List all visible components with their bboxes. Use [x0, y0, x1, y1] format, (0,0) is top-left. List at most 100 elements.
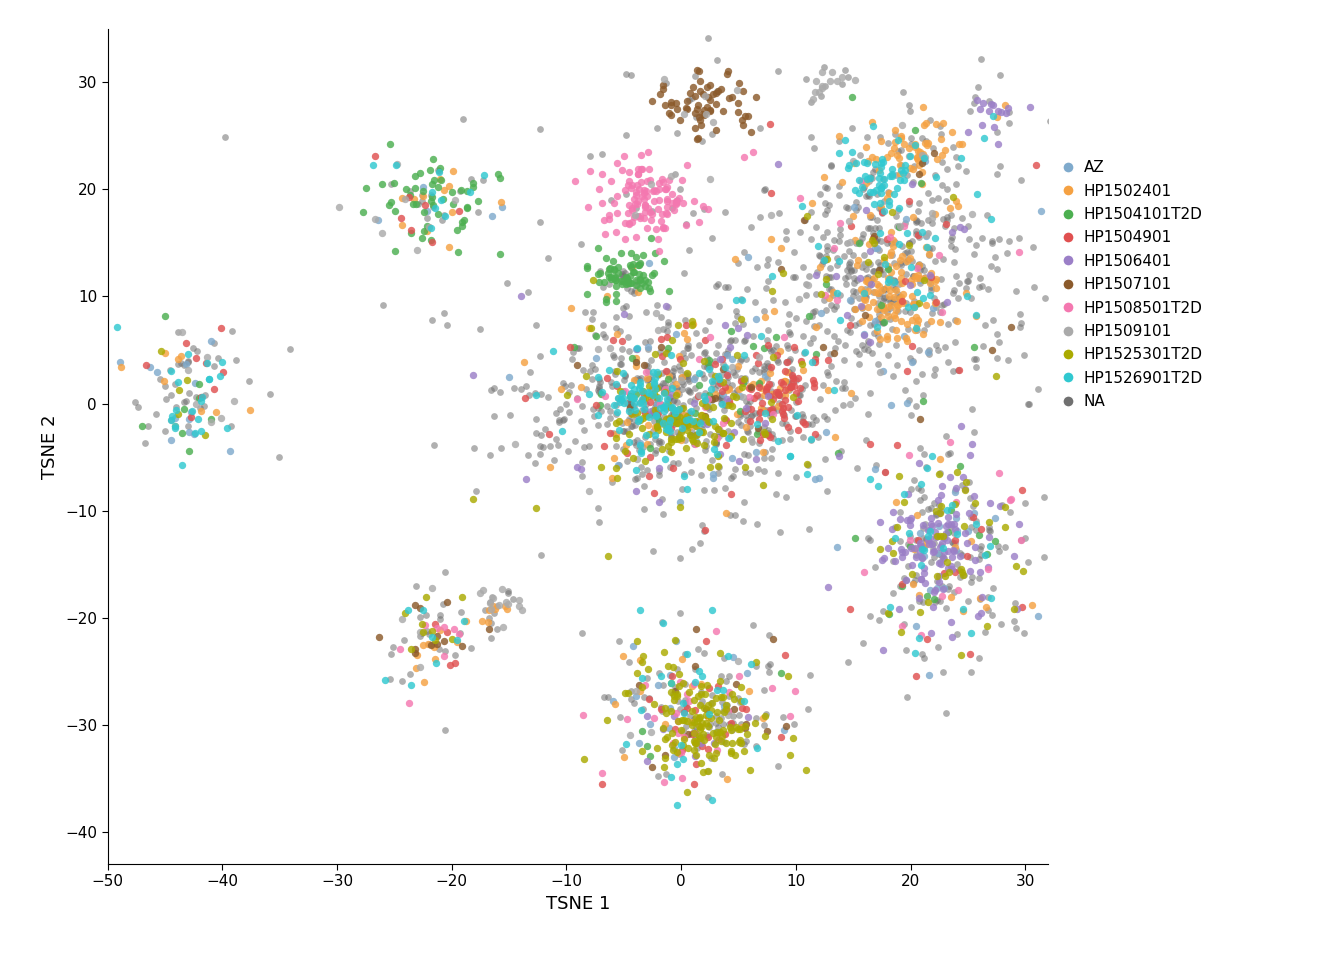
Point [200, 334, 222, 349]
Point [906, 549, 927, 564]
Point [698, 89, 719, 105]
Point [745, 715, 766, 731]
Point [870, 159, 891, 175]
Point [884, 311, 906, 326]
Point [708, 388, 730, 403]
Point [649, 244, 671, 259]
Point [587, 515, 609, 530]
Point [656, 200, 677, 215]
Point [137, 419, 159, 434]
Point [726, 292, 747, 307]
Point [642, 710, 664, 726]
Point [160, 363, 181, 378]
Point [771, 432, 793, 447]
Point [665, 96, 687, 111]
Point [719, 719, 741, 734]
Point [671, 369, 692, 384]
Point [813, 377, 835, 393]
Point [844, 301, 866, 317]
Point [949, 545, 970, 561]
Point [923, 145, 945, 160]
Point [441, 631, 462, 646]
Point [906, 227, 927, 242]
Point [406, 647, 427, 662]
Point [612, 333, 633, 348]
Point [629, 271, 650, 286]
Point [762, 406, 784, 421]
Point [762, 392, 784, 407]
Point [606, 379, 628, 395]
Point [968, 650, 989, 665]
Point [915, 317, 937, 332]
Point [673, 416, 695, 431]
Point [1009, 306, 1031, 322]
Point [1039, 113, 1060, 129]
Point [629, 254, 650, 270]
Point [946, 526, 968, 541]
Point [715, 412, 737, 427]
Point [917, 532, 938, 547]
Point [731, 701, 753, 716]
Point [695, 398, 716, 414]
Point [685, 726, 707, 741]
Point [902, 276, 923, 292]
Point [880, 397, 902, 413]
Point [480, 382, 501, 397]
Point [910, 571, 931, 587]
Point [434, 633, 456, 648]
Point [668, 401, 689, 417]
Point [891, 162, 913, 178]
Point [749, 209, 770, 225]
Point [694, 437, 715, 452]
Point [886, 218, 907, 233]
Point [872, 155, 894, 170]
Point [660, 168, 681, 183]
Point [688, 377, 710, 393]
Point [876, 271, 898, 286]
Point [941, 558, 962, 573]
Point [927, 492, 949, 508]
Point [722, 359, 743, 374]
Point [1161, 179, 1183, 194]
Point [856, 155, 878, 170]
Point [965, 516, 986, 532]
Point [841, 219, 863, 234]
Point [1000, 320, 1021, 335]
Point [655, 747, 676, 762]
Point [883, 291, 905, 306]
Point [872, 252, 894, 267]
Point [659, 283, 680, 299]
Point [402, 196, 423, 211]
Point [528, 348, 550, 364]
Point [685, 621, 707, 636]
Point [460, 184, 481, 200]
Point [692, 396, 714, 411]
Point [720, 470, 742, 486]
Point [899, 160, 921, 176]
Point [780, 326, 801, 342]
Point [579, 363, 601, 378]
Point [879, 271, 900, 286]
Point [188, 376, 210, 392]
Point [816, 180, 837, 195]
Point [735, 407, 757, 422]
Point [641, 407, 663, 422]
Point [692, 86, 714, 102]
Point [632, 670, 653, 685]
Point [827, 334, 848, 349]
Point [746, 388, 767, 403]
Point [634, 429, 656, 444]
Point [644, 381, 665, 396]
Point [626, 196, 648, 211]
Point [926, 337, 948, 352]
Point [892, 84, 914, 100]
Point [853, 342, 875, 357]
Point [948, 198, 969, 213]
Point [723, 691, 745, 707]
Point [427, 162, 449, 178]
Point [913, 291, 934, 306]
Point [882, 521, 903, 537]
Point [732, 736, 754, 752]
Point [622, 391, 644, 406]
Point [828, 133, 849, 149]
